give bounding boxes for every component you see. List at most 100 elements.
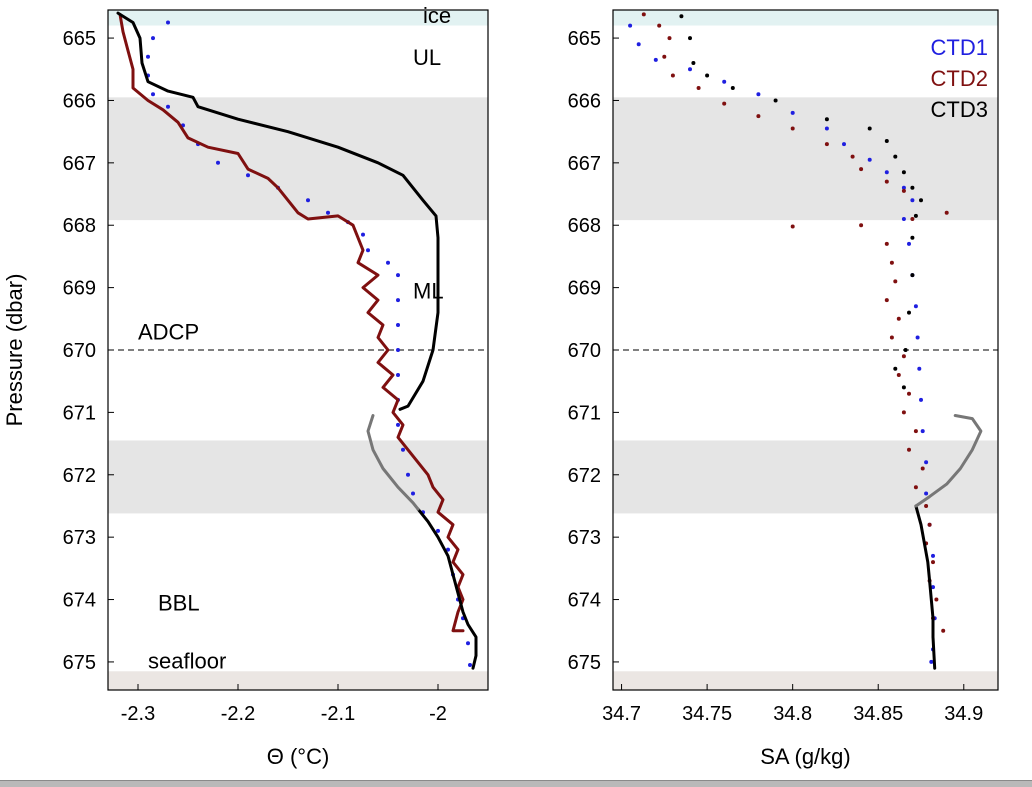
sal-series-ctd2-points: [641, 12, 949, 633]
sal-series-ctd1-point: [929, 659, 934, 664]
temperature-panel: 665 666 667 668 669 670 671 672 673 674 675 -2.3 -2.…: [2, 3, 489, 769]
temp-ytick-label: 667: [63, 153, 96, 175]
sal-series-ctd2-point: [893, 279, 898, 284]
temp-series-ctd1-point: [396, 273, 400, 278]
sal-series-ctd3-point: [884, 139, 889, 143]
sal-series-ctd2-point: [913, 429, 918, 434]
sal-series-ctd2-point: [889, 260, 894, 265]
sal-series-ctd1-point: [722, 79, 727, 84]
temp-series-ctd1-point: [166, 104, 170, 109]
sal-series-ctd3-point: [901, 170, 906, 175]
sal-layer-band: [613, 97, 998, 221]
sal-series-ctd1-point: [910, 198, 915, 203]
temp-series-ctd1-point: [386, 260, 390, 265]
sal-series-ctd1-point: [901, 185, 906, 190]
sal-xtick-label: 34.8: [773, 703, 812, 725]
sal-series-ctd1-point: [924, 491, 929, 496]
temp-series-ctd1-point: [396, 323, 400, 327]
sal-series-ctd2-point: [667, 36, 672, 41]
sal-series-ctd2-point: [657, 23, 662, 28]
sal-xtick-label: 34.75: [682, 703, 732, 725]
temp-series-ctd3-bbl-line: [416, 507, 478, 670]
temp-series-ctd1-point: [396, 422, 400, 427]
sal-layer-band: [613, 440, 998, 514]
temp-layer-band: [108, 440, 488, 514]
temp-series-ctd1-point: [411, 491, 415, 496]
sal-series-ctd1-point: [636, 42, 641, 47]
upper-layer-label: UL: [413, 45, 441, 70]
temp-series-ctd1-point: [306, 198, 310, 203]
temp-xtick-label: -2.3: [121, 703, 155, 725]
temp-ytick-label: 673: [63, 527, 96, 549]
temp-series-ctd1-point: [216, 160, 220, 165]
temp-y-axis-label: Pressure (dbar): [2, 274, 27, 427]
sal-series-ctd2-point: [896, 373, 901, 377]
temp-series-ctd1-point: [406, 472, 410, 477]
sal-series-ctd3-point: [901, 385, 906, 390]
sal-series-ctd2-point: [907, 391, 911, 396]
adcp-label: ADCP: [138, 319, 199, 344]
temp-series-ctd1-point: [326, 210, 330, 215]
temp-xtick-label: -2: [429, 703, 447, 725]
temp-ytick-label: 671: [63, 402, 96, 424]
sal-series-ctd2-point: [756, 114, 761, 119]
temp-xtick-label: -2.2: [221, 703, 255, 725]
seafloor-label: seafloor: [148, 649, 226, 674]
temp-ytick-label: 666: [63, 90, 96, 112]
temp-layer-band: [108, 97, 488, 221]
sal-series-ctd2-point: [884, 298, 889, 303]
sal-series-ctd2-point: [884, 241, 889, 246]
sal-series-ctd2-point: [920, 466, 925, 471]
temp-series-ctd2-line: [118, 12, 465, 633]
sal-series-ctd3-point: [910, 273, 915, 278]
sal-series-ctd1-point: [756, 92, 761, 97]
sal-series-ctd2-point: [884, 179, 889, 184]
temp-ytick-label: 670: [63, 340, 96, 362]
sal-series-ctd2-point: [790, 126, 795, 131]
bottom-rule: [0, 780, 1032, 787]
sal-ytick-label: 674: [568, 590, 601, 612]
sal-series-ctd1-point: [653, 57, 658, 62]
sal-series-ctd2-point: [901, 188, 906, 193]
temp-series-ctd1-point: [146, 54, 150, 59]
sal-series-ctd1-point: [867, 157, 872, 162]
temp-series-ctd1-point: [446, 547, 450, 552]
temp-x-axis-label: Θ (°C): [267, 744, 330, 769]
temp-series-ctd1-point: [468, 663, 472, 667]
sal-series-ctd2-point: [927, 522, 932, 527]
temp-series-ctd3-line: [116, 11, 440, 411]
sal-series-ctd2-point: [901, 410, 906, 415]
sal-series-ctd1-point: [915, 335, 920, 340]
temp-layer-band: [108, 220, 488, 441]
sal-series-ctd1-point: [901, 217, 906, 221]
sal-series-ctd3-point: [919, 198, 923, 203]
legend-item-ctd3: CTD3: [931, 97, 988, 122]
sal-series-ctd3-point: [907, 310, 911, 315]
sal-series-ctd3-point: [691, 61, 696, 65]
sal-series-ctd3-point: [730, 86, 735, 90]
legend-item-ctd1: CTD1: [931, 35, 988, 60]
temp-series-ctd1-point: [436, 528, 440, 533]
temp-series-ctd1-point: [366, 248, 370, 253]
temp-series-ctd1-point: [151, 36, 155, 41]
temp-ytick-label: 674: [63, 590, 96, 612]
sal-series-ctd2-point: [931, 560, 935, 565]
sal-series-ctd3-point: [893, 366, 898, 371]
sal-series-ctd1-point: [628, 23, 633, 28]
sal-series-ctd2-point: [896, 316, 901, 321]
sal-series-ctd3-point: [824, 117, 829, 122]
temp-series-ctd1-point: [151, 92, 155, 97]
sal-series-ctd3-point: [705, 73, 710, 78]
sal-series-ctd1-point: [688, 67, 692, 72]
sal-series-ctd3-point: [773, 98, 778, 103]
sal-series-ctd3-point: [679, 14, 684, 19]
sal-series-ctd1-point: [824, 126, 829, 131]
sal-series-ctd3-point: [910, 235, 915, 240]
temp-ytick-label: 668: [63, 215, 96, 237]
sal-series-ctd2-point: [934, 597, 939, 602]
sal-series-ctd1-point: [924, 460, 929, 465]
sal-series-ctd2-point: [859, 223, 864, 228]
bottom-boundary-layer-label: BBL: [158, 591, 200, 616]
sal-series-ctd2-point: [850, 154, 855, 159]
